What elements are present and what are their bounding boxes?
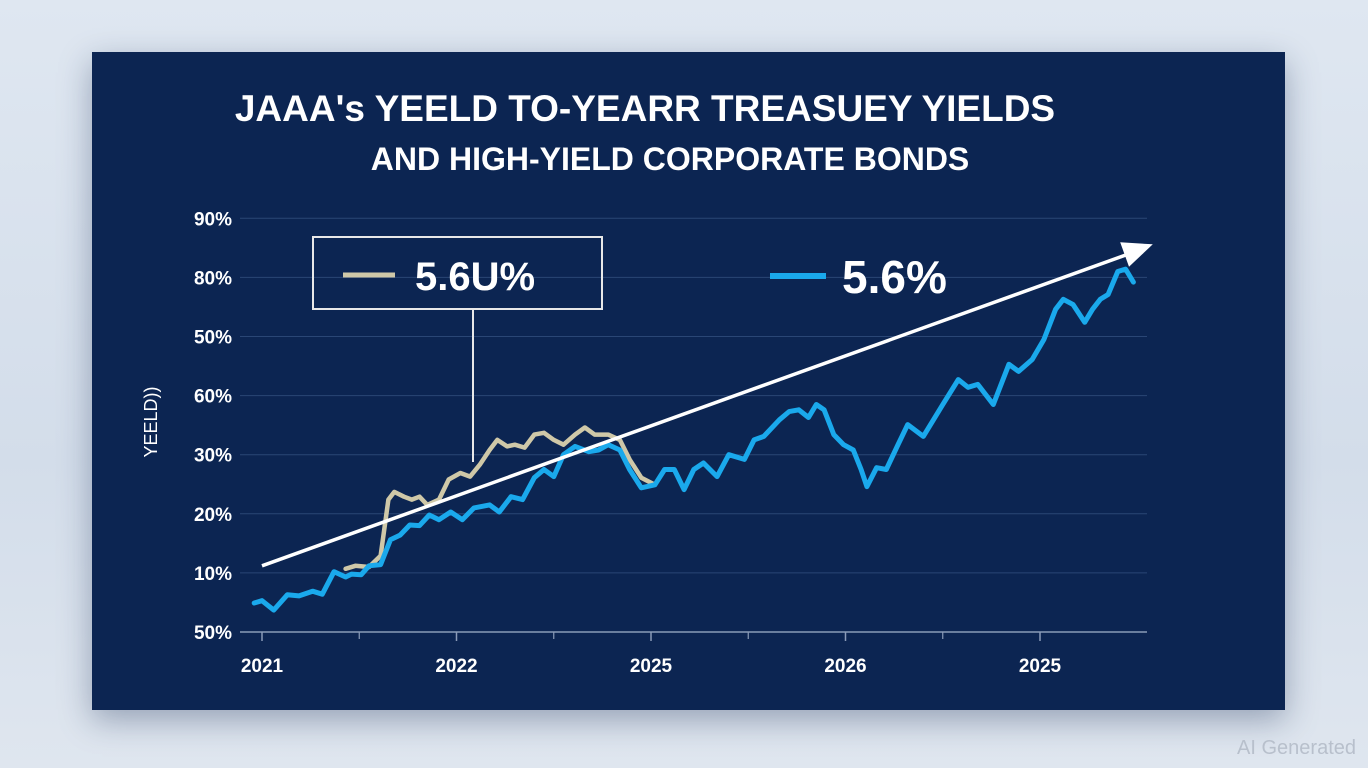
series-lines: [251, 266, 1136, 613]
watermark: AI Generated: [1237, 737, 1356, 759]
chart-card: [92, 52, 1285, 710]
annotation-label-beige: 5.6U%: [415, 255, 535, 299]
arrowhead-icon: [1120, 242, 1153, 267]
chart-title-line1: JAAA's YEELD TO-YEARR TREASUEY YIELDS: [235, 88, 1055, 129]
x-tick-label: 2025: [1019, 656, 1062, 677]
y-tick-label: 60%: [194, 387, 232, 408]
trend-arrow: [261, 242, 1153, 568]
x-tick-label: 2021: [241, 656, 284, 677]
x-tick-label: 2026: [824, 656, 866, 677]
y-tick-label: 50%: [194, 623, 232, 644]
chart-title-line2: AND HIGH-YIELD CORPORATE BONDS: [371, 141, 970, 177]
y-tick-label: 30%: [194, 446, 232, 467]
y-tick-label: 20%: [194, 505, 232, 526]
trend-line: [261, 248, 1140, 568]
y-axis-label: YEELD)): [141, 386, 161, 457]
y-axis-ticks: 50% 10% 20% 30% 60% 50% 80% 90%: [194, 209, 232, 644]
x-axis: 2021 2022 2025 2026 2025: [240, 631, 1147, 677]
y-tick-label: 50%: [194, 328, 232, 349]
x-tick-label: 2022: [435, 656, 477, 677]
series-line-beige: [343, 425, 658, 572]
gridlines: [240, 217, 1147, 574]
annotation-box: [312, 236, 603, 310]
x-tick-label: 2025: [630, 656, 673, 677]
y-tick-label: 90%: [194, 209, 232, 230]
series-line-blue: [251, 266, 1136, 613]
y-tick-label: 10%: [194, 564, 232, 585]
annotation-label-blue: 5.6%: [842, 251, 947, 303]
y-tick-label: 80%: [194, 268, 232, 289]
